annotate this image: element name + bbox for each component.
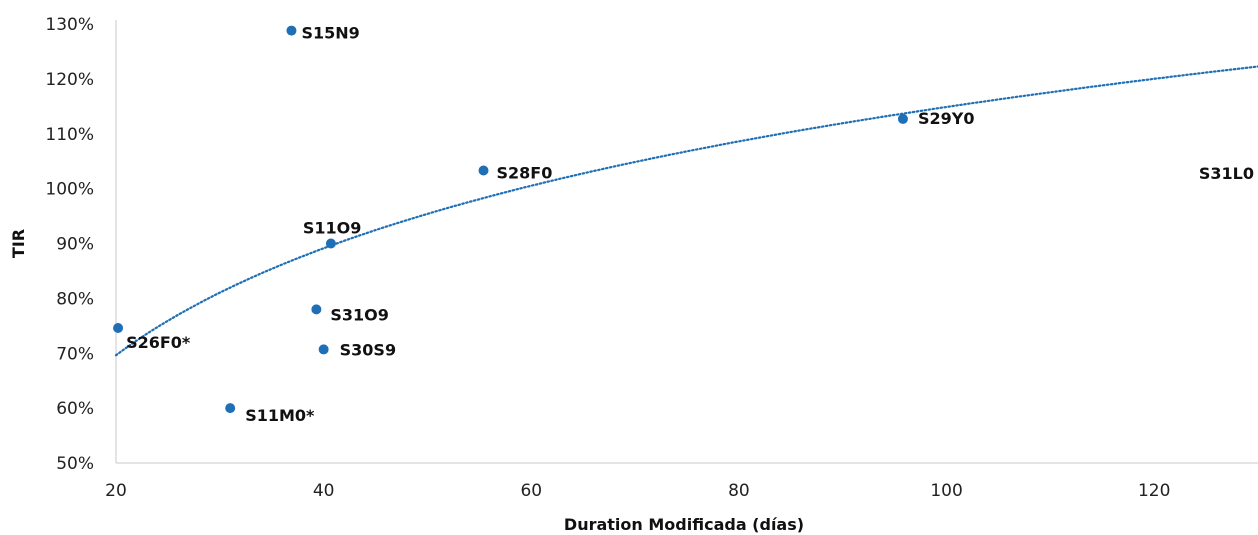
y-tick-label: 100% <box>45 180 94 200</box>
y-tick-label: 130% <box>45 15 94 35</box>
data-point <box>478 165 489 176</box>
data-point-label: S30S9 <box>340 340 396 359</box>
x-tick-label: 20 <box>105 481 127 501</box>
data-point <box>897 113 908 124</box>
y-tick-label: 50% <box>56 454 94 474</box>
x-tick-label: 60 <box>520 481 542 501</box>
points-layer <box>113 25 908 414</box>
data-point <box>311 304 322 315</box>
y-tick-label: 90% <box>56 235 94 255</box>
axes: 50% 60% 70% 80% 90% 100% 110% 120% 130% 20 40 60 80 1… <box>45 15 1258 501</box>
y-tick-label: 60% <box>56 399 94 419</box>
x-tick-label: 120 <box>1138 481 1170 501</box>
x-tick-label: 40 <box>313 481 335 501</box>
data-point-label: S28F0 <box>497 164 553 183</box>
x-tick-label: 100 <box>930 481 962 501</box>
point-labels-layer: S26F0* S11M0* S15N9 S31O9 S30S9 S11O9 S28F0 S29… <box>126 24 1254 426</box>
y-tick-label: 120% <box>45 70 94 90</box>
x-axis-title: Duration Modificada (días) <box>564 515 804 534</box>
data-point-label: S11M0* <box>245 406 315 425</box>
data-point-label: S31L0 <box>1199 164 1254 183</box>
data-point-label: S29Y0 <box>918 109 975 128</box>
y-tick-label: 110% <box>45 125 94 145</box>
x-tick-label: 80 <box>728 481 750 501</box>
y-axis-title: TIR <box>9 229 28 258</box>
data-point <box>318 344 329 355</box>
y-tick-label: 70% <box>56 344 94 364</box>
data-point <box>225 403 236 414</box>
data-point-label: S31O9 <box>330 305 389 324</box>
trendline <box>114 65 1258 357</box>
data-point-label: S15N9 <box>301 24 359 43</box>
data-point <box>286 25 297 36</box>
trendline-layer <box>114 65 1258 357</box>
data-point <box>325 238 336 249</box>
data-point <box>113 323 124 334</box>
y-tick-label: 80% <box>56 289 94 309</box>
data-point-label: S11O9 <box>303 219 362 238</box>
data-point-label: S26F0* <box>126 333 191 352</box>
